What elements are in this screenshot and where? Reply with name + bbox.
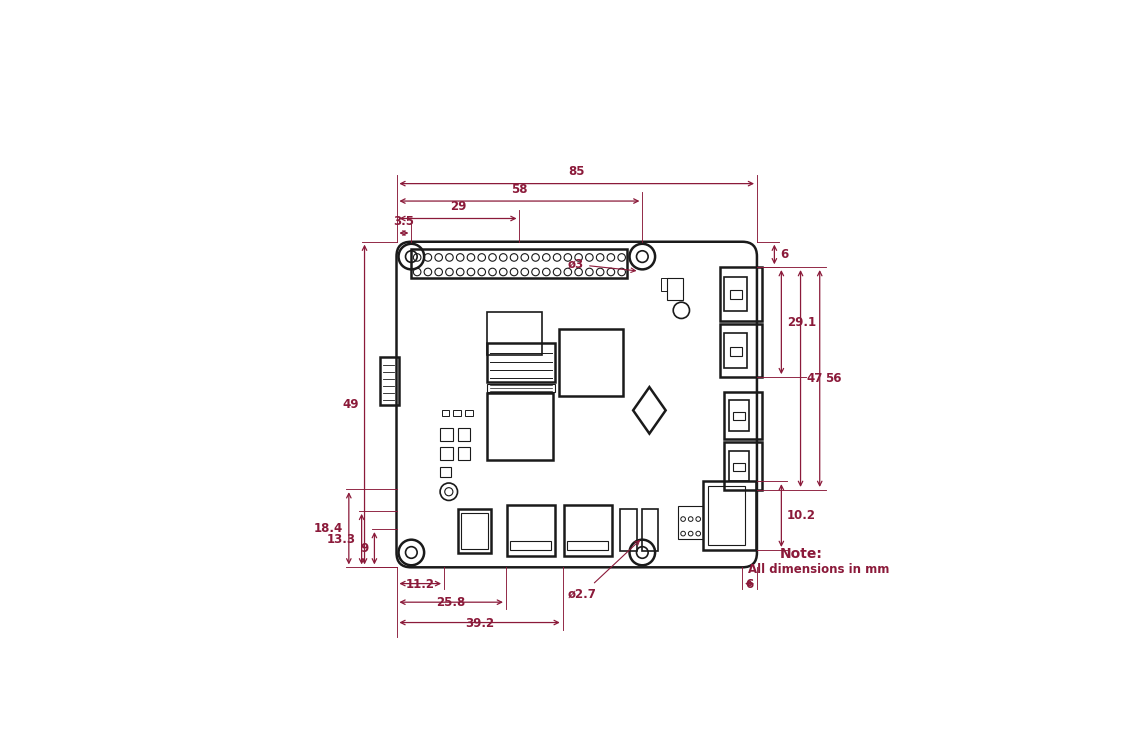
Bar xyxy=(708,486,745,545)
Text: ø2.7: ø2.7 xyxy=(568,541,639,600)
Text: 3.5: 3.5 xyxy=(394,215,414,228)
Bar xyxy=(442,411,449,416)
Text: 58: 58 xyxy=(511,183,528,196)
Bar xyxy=(678,506,703,539)
Text: 47: 47 xyxy=(806,372,823,385)
Bar xyxy=(724,333,747,368)
Bar xyxy=(507,504,554,556)
Bar xyxy=(734,412,745,420)
Bar xyxy=(487,312,542,355)
Text: 9: 9 xyxy=(360,542,369,555)
Bar xyxy=(487,343,556,383)
Bar xyxy=(724,392,761,439)
Bar xyxy=(511,541,551,550)
Bar xyxy=(661,279,667,291)
Text: All dimensions in mm: All dimensions in mm xyxy=(748,563,890,576)
Text: 49: 49 xyxy=(342,398,358,411)
Text: 29: 29 xyxy=(450,200,466,213)
Text: Note:: Note: xyxy=(781,547,823,562)
Bar xyxy=(724,442,761,490)
Bar xyxy=(440,467,450,477)
Text: 6: 6 xyxy=(781,248,789,261)
Bar xyxy=(458,428,471,441)
Bar xyxy=(458,447,471,460)
Bar xyxy=(729,400,750,431)
Text: 25.8: 25.8 xyxy=(436,596,466,609)
Bar xyxy=(720,267,761,321)
Text: 56: 56 xyxy=(825,372,841,385)
Bar xyxy=(440,447,453,460)
Bar xyxy=(440,428,453,441)
Bar xyxy=(487,393,553,460)
Bar xyxy=(730,347,743,356)
Bar xyxy=(667,278,683,300)
Bar xyxy=(559,329,623,396)
Bar xyxy=(411,248,628,278)
Text: 18.4: 18.4 xyxy=(313,522,343,535)
Bar xyxy=(730,291,743,299)
Text: 10.2: 10.2 xyxy=(788,509,816,522)
Text: 85: 85 xyxy=(568,165,585,178)
Bar xyxy=(729,451,750,482)
Bar xyxy=(642,509,658,551)
Bar xyxy=(704,481,755,550)
Bar xyxy=(458,509,491,553)
Text: 6: 6 xyxy=(745,578,753,590)
Bar xyxy=(487,384,556,392)
Bar xyxy=(564,504,612,556)
Text: 29.1: 29.1 xyxy=(788,316,816,328)
Bar xyxy=(380,357,398,405)
Bar xyxy=(567,541,608,550)
Text: 39.2: 39.2 xyxy=(465,617,494,630)
Bar xyxy=(724,276,747,311)
FancyBboxPatch shape xyxy=(396,242,757,567)
Text: 11.2: 11.2 xyxy=(405,578,435,590)
Polygon shape xyxy=(633,387,666,433)
Bar xyxy=(465,411,473,416)
Bar xyxy=(720,324,761,377)
Bar xyxy=(453,411,461,416)
Text: ø3: ø3 xyxy=(568,258,635,273)
Text: 13.3: 13.3 xyxy=(327,532,356,546)
Bar xyxy=(620,509,637,551)
Bar xyxy=(734,463,745,470)
Bar xyxy=(461,513,488,550)
